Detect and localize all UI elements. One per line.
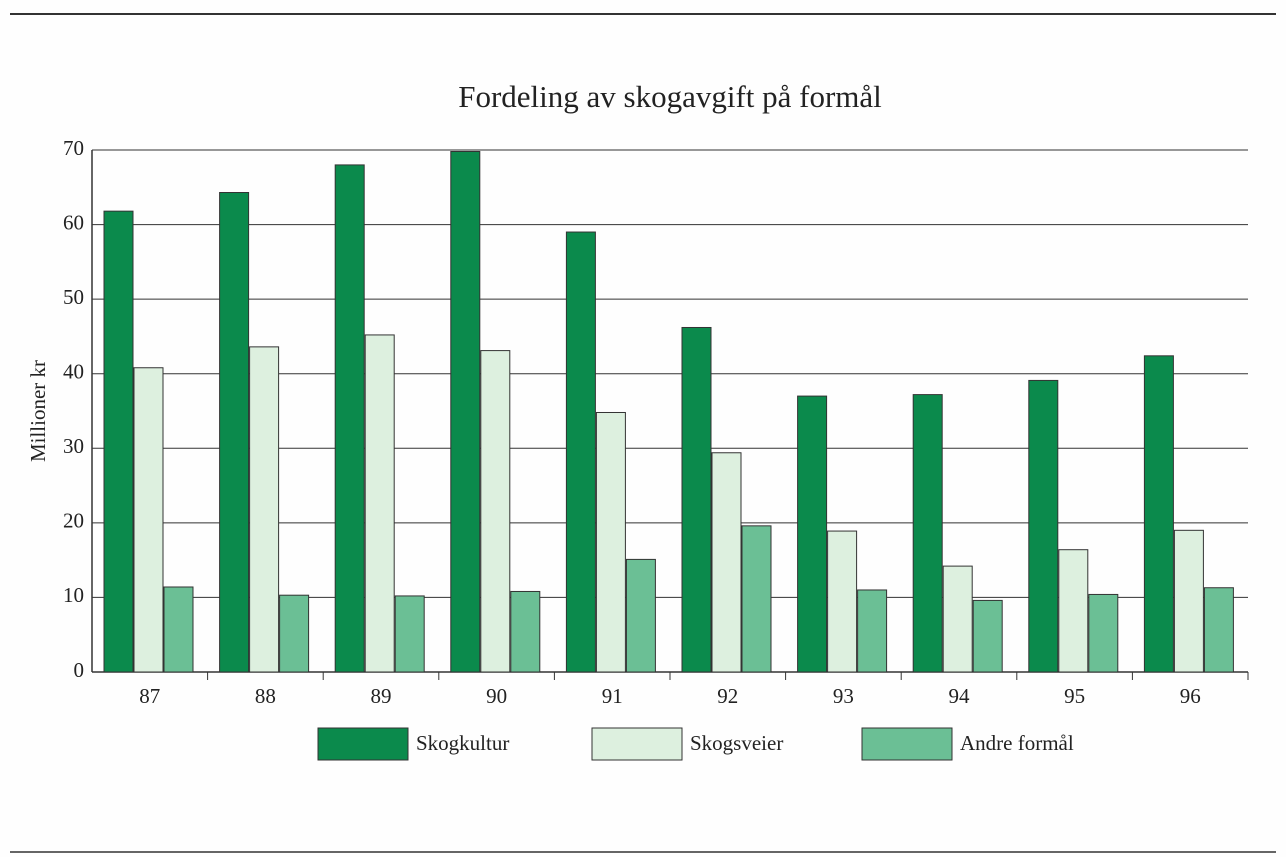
y-tick-label: 10 <box>63 583 84 607</box>
y-tick-label: 50 <box>63 285 84 309</box>
x-tick-label: 87 <box>139 684 160 708</box>
y-tick-label: 40 <box>63 360 84 384</box>
bar <box>1203 587 1234 673</box>
x-tick-label: 95 <box>1064 684 1085 708</box>
bar <box>1143 355 1174 673</box>
legend-swatch <box>317 727 409 761</box>
legend-swatch <box>861 727 953 761</box>
bar <box>510 590 541 673</box>
bar <box>394 595 425 673</box>
y-axis-label: Millioner kr <box>26 360 50 462</box>
bar <box>219 192 250 673</box>
y-tick-label: 70 <box>63 136 84 160</box>
legend-label: Skogsveier <box>690 731 783 755</box>
bar <box>133 367 164 673</box>
bar <box>797 395 828 673</box>
legend-swatch <box>591 727 683 761</box>
bar <box>857 589 888 673</box>
bar <box>827 530 858 673</box>
bar <box>1173 529 1204 673</box>
y-tick-label: 60 <box>63 210 84 234</box>
y-tick-label: 0 <box>74 658 85 682</box>
bar <box>1058 549 1089 673</box>
x-tick-label: 89 <box>371 684 392 708</box>
x-tick-label: 93 <box>833 684 854 708</box>
x-tick-label: 92 <box>717 684 738 708</box>
bar <box>625 558 656 673</box>
y-tick-label: 20 <box>63 509 84 533</box>
bar <box>1028 379 1059 673</box>
bar <box>450 150 481 673</box>
bar <box>972 599 1003 673</box>
chart-title: Fordeling av skogavgift på formål <box>458 79 882 114</box>
bar <box>334 164 365 673</box>
bar <box>163 586 194 673</box>
x-tick-label: 91 <box>602 684 623 708</box>
bar <box>103 210 134 673</box>
x-tick-label: 88 <box>255 684 276 708</box>
bar <box>711 452 742 673</box>
bar <box>480 350 511 673</box>
x-tick-label: 96 <box>1180 684 1201 708</box>
bar <box>595 411 626 673</box>
bar <box>741 525 772 673</box>
x-tick-label: 94 <box>949 684 971 708</box>
bar <box>681 326 712 673</box>
legend-label: Skogkultur <box>416 731 509 755</box>
bar <box>942 565 973 673</box>
bar <box>249 346 280 673</box>
bar <box>565 231 596 673</box>
x-tick-label: 90 <box>486 684 507 708</box>
legend-label: Andre formål <box>960 731 1074 755</box>
bar <box>1088 593 1119 673</box>
bar <box>364 334 395 673</box>
bar <box>912 394 943 673</box>
bar <box>279 594 310 673</box>
y-tick-label: 30 <box>63 434 84 458</box>
